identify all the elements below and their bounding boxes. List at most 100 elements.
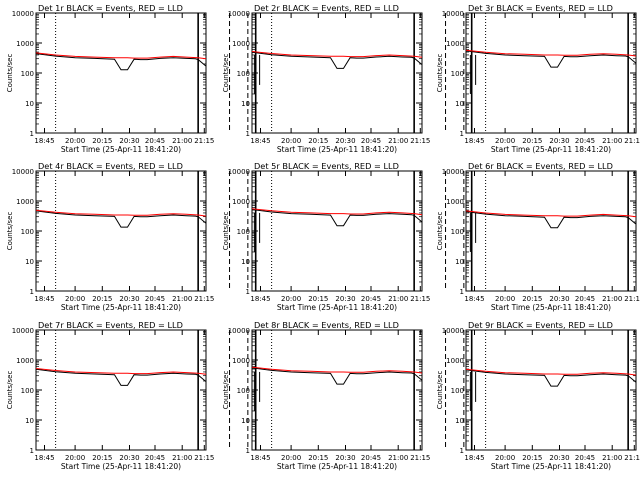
x-tick-label: 21:15 [624,295,640,303]
y-axis-label: Counts/sec [436,371,444,410]
panel-det-5: Det 5r BLACK = Events, RED = LLD 1 10 100 10… [222,161,477,312]
y-tick-label: 1000 [446,198,464,206]
x-tick-label: 18:45 [464,137,484,145]
x-tick-label: 20:15 [522,295,542,303]
y-tick-label: 100 [237,70,250,78]
series-events [36,368,206,386]
panel-det-2: Det 2r BLACK = Events, RED = LLD 1 10 100 10… [222,3,477,154]
y-tick-label: 100 [21,70,34,78]
y-axis-label: Counts/sec [436,212,444,251]
x-tick-label: 20:00 [65,137,85,145]
y-tick-label: 10000 [442,10,464,18]
x-axis-label: Start Time (25-Apr-11 18:41:20) [61,145,181,154]
y-tick-label: 10000 [12,10,34,18]
y-tick-label: 1 [460,447,464,455]
y-axis-label: Counts/sec [436,54,444,93]
y-tick-label: 1 [30,130,34,138]
y-tick-label: 100 [451,387,464,395]
x-tick-label: 18:45 [464,454,484,462]
y-axis-label: Counts/sec [222,212,230,251]
panel-det-1: Det 1r BLACK = Events, RED = LLD 1 10 100 10… [6,3,261,154]
y-tick-label: 1000 [232,40,250,48]
x-axis-label: Start Time (25-Apr-11 18:41:20) [277,303,397,312]
x-tick-label: 20:45 [575,137,595,145]
series-events [36,210,206,228]
series-events [252,51,422,69]
panel-title: Det 1r BLACK = Events, RED = LLD [38,3,183,13]
x-tick-label: 18:45 [34,454,54,462]
x-tick-label: 21:15 [624,454,640,462]
y-tick-label: 10 [241,417,250,425]
panel-det-7: Det 7r BLACK = Events, RED = LLD 1 10 100 10… [6,320,261,471]
y-tick-label: 1 [30,447,34,455]
series-events [466,369,636,387]
y-tick-label: 10000 [442,327,464,335]
x-tick-label: 20:15 [522,454,542,462]
x-tick-label: 21:00 [602,454,622,462]
x-axis-label: Start Time (25-Apr-11 18:41:20) [491,462,611,471]
y-tick-label: 10 [241,258,250,266]
x-tick-label: 20:30 [335,295,355,303]
x-tick-label: 20:15 [308,454,328,462]
series-lld [466,210,636,218]
y-tick-label: 1000 [232,357,250,365]
y-tick-label: 10000 [12,327,34,335]
x-tick-label: 20:45 [361,137,381,145]
panel-det-6: Det 6r BLACK = Events, RED = LLD 1 10 100 10… [436,161,640,312]
x-tick-label: 21:00 [172,137,192,145]
panel-title: Det 2r BLACK = Events, RED = LLD [254,3,399,13]
x-tick-label: 20:45 [145,137,165,145]
panel-title: Det 3r BLACK = Events, RED = LLD [468,3,613,13]
x-tick-label: 20:45 [575,454,595,462]
x-tick-label: 21:00 [388,295,408,303]
y-tick-label: 100 [21,387,34,395]
series-lld [466,49,636,57]
x-tick-label: 20:30 [549,137,569,145]
y-tick-label: 100 [237,228,250,236]
y-tick-label: 100 [237,387,250,395]
x-tick-label: 20:45 [361,454,381,462]
series-events [466,50,636,68]
y-tick-label: 10 [25,100,34,108]
x-tick-label: 20:00 [495,137,515,145]
y-tick-label: 1 [246,130,250,138]
panel-title: Det 4r BLACK = Events, RED = LLD [38,161,183,171]
x-tick-label: 20:30 [549,295,569,303]
series-lld [252,208,422,216]
x-tick-label: 20:00 [281,137,301,145]
x-tick-label: 20:45 [145,454,165,462]
x-tick-label: 21:00 [172,454,192,462]
x-tick-label: 21:00 [602,137,622,145]
x-tick-label: 21:00 [388,137,408,145]
y-tick-label: 1000 [16,198,34,206]
y-axis-label: Counts/sec [6,212,14,251]
plot-frame [251,170,423,292]
y-tick-label: 1000 [446,40,464,48]
y-tick-label: 10 [25,258,34,266]
y-tick-label: 1 [460,130,464,138]
x-tick-label: 20:30 [335,137,355,145]
series-lld [466,368,636,376]
y-tick-label: 1 [246,288,250,296]
y-tick-label: 10 [455,100,464,108]
x-axis-label: Start Time (25-Apr-11 18:41:20) [277,145,397,154]
x-tick-label: 18:45 [250,295,270,303]
y-tick-label: 1000 [232,198,250,206]
y-tick-label: 100 [451,228,464,236]
plot-frame [35,12,207,134]
y-tick-label: 10 [241,100,250,108]
x-tick-label: 21:00 [602,295,622,303]
x-tick-label: 21:00 [172,295,192,303]
x-tick-label: 21:00 [388,454,408,462]
x-axis-label: Start Time (25-Apr-11 18:41:20) [277,462,397,471]
plot-frame [465,170,637,292]
y-tick-label: 10 [455,417,464,425]
x-tick-label: 21:15 [624,137,640,145]
panel-title: Det 8r BLACK = Events, RED = LLD [254,320,399,330]
panel-det-4: Det 4r BLACK = Events, RED = LLD 1 10 100 10… [6,161,261,312]
series-lld [36,368,206,375]
series-events [252,367,422,385]
panel-title: Det 7r BLACK = Events, RED = LLD [38,320,183,330]
x-axis-label: Start Time (25-Apr-11 18:41:20) [491,145,611,154]
